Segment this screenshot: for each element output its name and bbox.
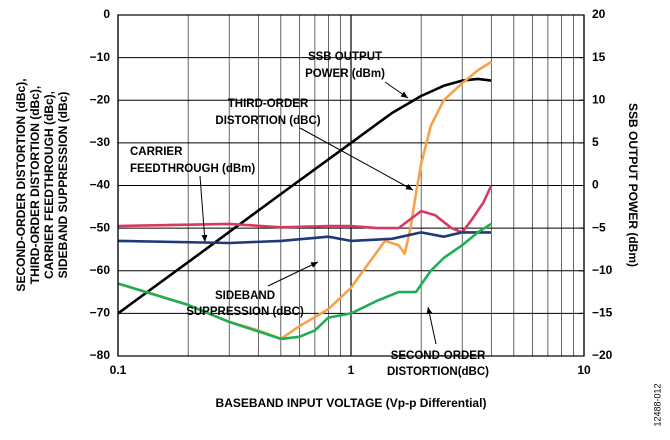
series-line — [117, 231, 492, 245]
annotation-line: FEEDTHROUGH (dBm) — [130, 163, 255, 175]
y-axis-label-line: SIDEBAND SUPPRESSION (dBc) — [56, 92, 70, 279]
annotations: SSB OUTPUT POWER (dBm) THIRD-ORDER DISTO… — [130, 51, 489, 378]
annotation-arrow — [199, 175, 208, 243]
annotation-line: CARRIER — [130, 146, 183, 158]
y2-tick-label: −15 — [592, 306, 613, 320]
figure-id: 12488-012 — [652, 383, 662, 426]
y-axis-label: SECOND-ORDER DISTORTION (dBc), THIRD-ORD… — [14, 78, 70, 291]
series-line — [117, 77, 492, 315]
x-tick-label: 0.1 — [110, 363, 127, 377]
y-tick-label: −20 — [90, 92, 111, 106]
annotation-line: SUPPRESSION (dBC) — [186, 306, 304, 318]
y-tick-label: −70 — [90, 306, 111, 320]
y2-tick-label: −20 — [592, 348, 613, 362]
annotation-line: DISTORTION(dBC) — [387, 366, 489, 378]
y-tick-label: −50 — [90, 220, 111, 234]
y-tick-label: −10 — [90, 50, 111, 64]
y2-tick-label: −5 — [592, 220, 606, 234]
annotation-line: SSB OUTPUT — [308, 51, 382, 63]
annotation-line: SECOND-ORDER — [391, 350, 486, 362]
annotation-line: THIRD-ORDER — [228, 98, 309, 110]
y-axis-label-line: THIRD-ORDER DISTORTION (dBc), — [28, 86, 42, 284]
y2-tick-label: 5 — [592, 135, 599, 149]
annotation-arrow — [299, 127, 414, 191]
y-tick-label: −80 — [90, 348, 111, 362]
x-tick-label: 10 — [577, 363, 591, 377]
y2-tick-label: 0 — [592, 178, 599, 192]
y-tick-label: 0 — [103, 7, 110, 21]
annotation-arrow — [384, 81, 409, 99]
y2-tick-label: 10 — [592, 92, 606, 106]
annotation-line: SIDEBAND — [215, 290, 275, 302]
y2-axis-label: SSB OUTPUT POWER (dBm) — [626, 103, 640, 267]
y-axis-label-line: SECOND-ORDER DISTORTION (dBc), — [14, 78, 28, 291]
y2-tick-label: 20 — [592, 7, 606, 21]
y-tick-label: −30 — [90, 135, 111, 149]
y2-tick-label: −10 — [592, 263, 613, 277]
series-lines — [117, 60, 493, 341]
annotation-arrow — [267, 261, 319, 287]
y-axis-label-line: CARRIER FEEDTHROUGH (dBc), — [42, 91, 56, 279]
x-axis-label: BASEBAND INPUT VOLTAGE (Vp-p Differentia… — [216, 396, 487, 410]
annotation-arrow — [426, 306, 437, 345]
series-line — [117, 184, 493, 234]
x-tick-label: 1 — [348, 363, 355, 377]
y2-tick-label: 15 — [592, 50, 606, 64]
annotation-line: POWER (dBm) — [305, 68, 385, 80]
series-line — [117, 222, 492, 341]
y-tick-label: −40 — [90, 178, 111, 192]
annotation-line: DISTORTION (dBC) — [215, 115, 320, 127]
y-tick-label: −60 — [90, 263, 111, 277]
